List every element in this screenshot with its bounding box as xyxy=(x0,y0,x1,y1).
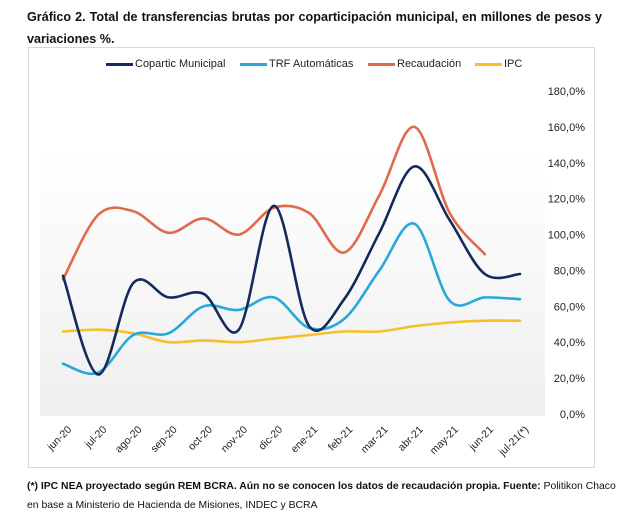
series-line-recaudaci-n xyxy=(61,125,487,281)
y-tick-label: 0,0% xyxy=(560,409,585,421)
y-tick-label: 140,0% xyxy=(548,158,586,170)
legend-label: Copartic Municipal xyxy=(135,58,226,70)
x-tick-label: jun-20 xyxy=(44,424,74,454)
x-tick-label: ene-21 xyxy=(289,424,321,456)
legend-label: TRF Automáticas xyxy=(269,58,354,70)
x-tick-label: dic-20 xyxy=(256,424,285,453)
chart-legend: Copartic Municipal TRF Automáticas Recau… xyxy=(0,58,625,78)
x-tick-label: jul-21(*) xyxy=(496,424,531,459)
legend-swatch xyxy=(475,62,502,66)
x-tick-label: nov-20 xyxy=(219,424,250,455)
y-tick-label: 60,0% xyxy=(554,301,585,313)
legend-item-copartic: Copartic Municipal xyxy=(106,58,225,70)
legend-item-recaudacion: Recaudación xyxy=(368,58,461,70)
y-tick-label: 80,0% xyxy=(554,265,585,277)
y-tick-label: 20,0% xyxy=(554,373,585,385)
legend-swatch xyxy=(368,62,395,66)
x-tick-label: jun-21 xyxy=(466,424,496,454)
series-lines xyxy=(61,125,522,376)
x-tick-label: sep-20 xyxy=(148,424,179,455)
series-line-trf-autom-ticas xyxy=(61,222,522,376)
chart-title: Gráfico 2. Total de transferencias bruta… xyxy=(27,10,602,46)
x-tick-label: feb-21 xyxy=(326,424,356,454)
legend-label: Recaudación xyxy=(397,58,462,70)
y-tick-label: 160,0% xyxy=(548,122,586,134)
y-axis: 0,0% 20,0% 40,0% 60,0% 80,0% 100,0% 120,0% 140,… xyxy=(548,86,586,421)
y-tick-label: 180,0% xyxy=(548,86,586,98)
footnote-note: (*) IPC NEA proyectado según REM BCRA. A… xyxy=(27,481,541,492)
x-axis: jun-20 jul-20 ago-20 sep-20 oct-20 nov-20 dic-… xyxy=(44,424,531,459)
x-tick-label: oct-20 xyxy=(186,424,215,453)
footnote: (*) IPC NEA proyectado según REM BCRA. A… xyxy=(27,477,617,515)
x-tick-label: mar-21 xyxy=(359,424,391,456)
legend-item-trf: TRF Automáticas xyxy=(240,58,353,70)
plot-area xyxy=(40,150,545,414)
x-tick-label: ago-20 xyxy=(113,424,145,456)
x-tick-label: jul-20 xyxy=(82,424,109,451)
y-tick-label: 40,0% xyxy=(554,337,585,349)
footnote-source: Politikon Chaco en base a Ministerio de … xyxy=(27,481,616,511)
x-tick-label: abr-21 xyxy=(396,424,426,454)
legend-item-ipc: IPC xyxy=(475,58,522,70)
x-tick-label: may-21 xyxy=(428,424,461,457)
legend-swatch xyxy=(106,62,133,66)
legend-swatch xyxy=(240,62,267,66)
series-line-copartic-municipal xyxy=(61,165,522,376)
y-tick-label: 120,0% xyxy=(548,194,586,206)
legend-label: IPC xyxy=(504,58,523,70)
y-tick-label: 100,0% xyxy=(548,230,586,242)
